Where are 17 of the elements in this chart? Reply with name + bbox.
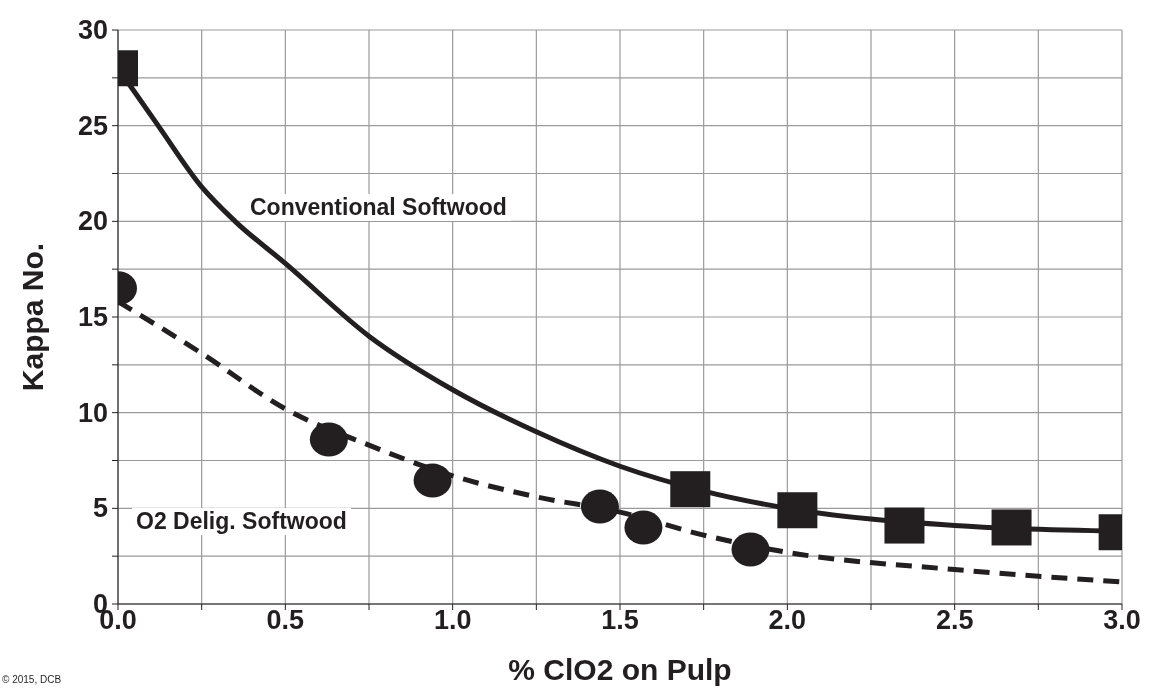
y-tick-label: 20 xyxy=(77,206,108,237)
x-tick-label: 1.5 xyxy=(601,605,639,636)
y-tick-label: 30 xyxy=(77,15,108,45)
y-tick-label: 10 xyxy=(77,397,108,428)
text: © 2015, DCB xyxy=(2,674,62,685)
text: O2 Delig. Softwood xyxy=(132,508,351,535)
x-axis-title: % ClO2 on Pulp xyxy=(508,653,732,686)
y-tick-label: 25 xyxy=(77,110,108,141)
x-tick-label: 1.0 xyxy=(433,605,472,636)
series-label: Conventional Softwood xyxy=(246,194,511,221)
x-tick-label: 0.5 xyxy=(266,605,305,636)
x-tick-label: 2.0 xyxy=(768,605,807,636)
y-axis-title: Kappa No. xyxy=(15,242,49,392)
y-tick-label: 5 xyxy=(92,493,108,524)
y-tick-label: 15 xyxy=(77,302,108,332)
x-tick-label: 3.0 xyxy=(1103,605,1141,636)
x-tick-label: 2.5 xyxy=(935,605,974,636)
